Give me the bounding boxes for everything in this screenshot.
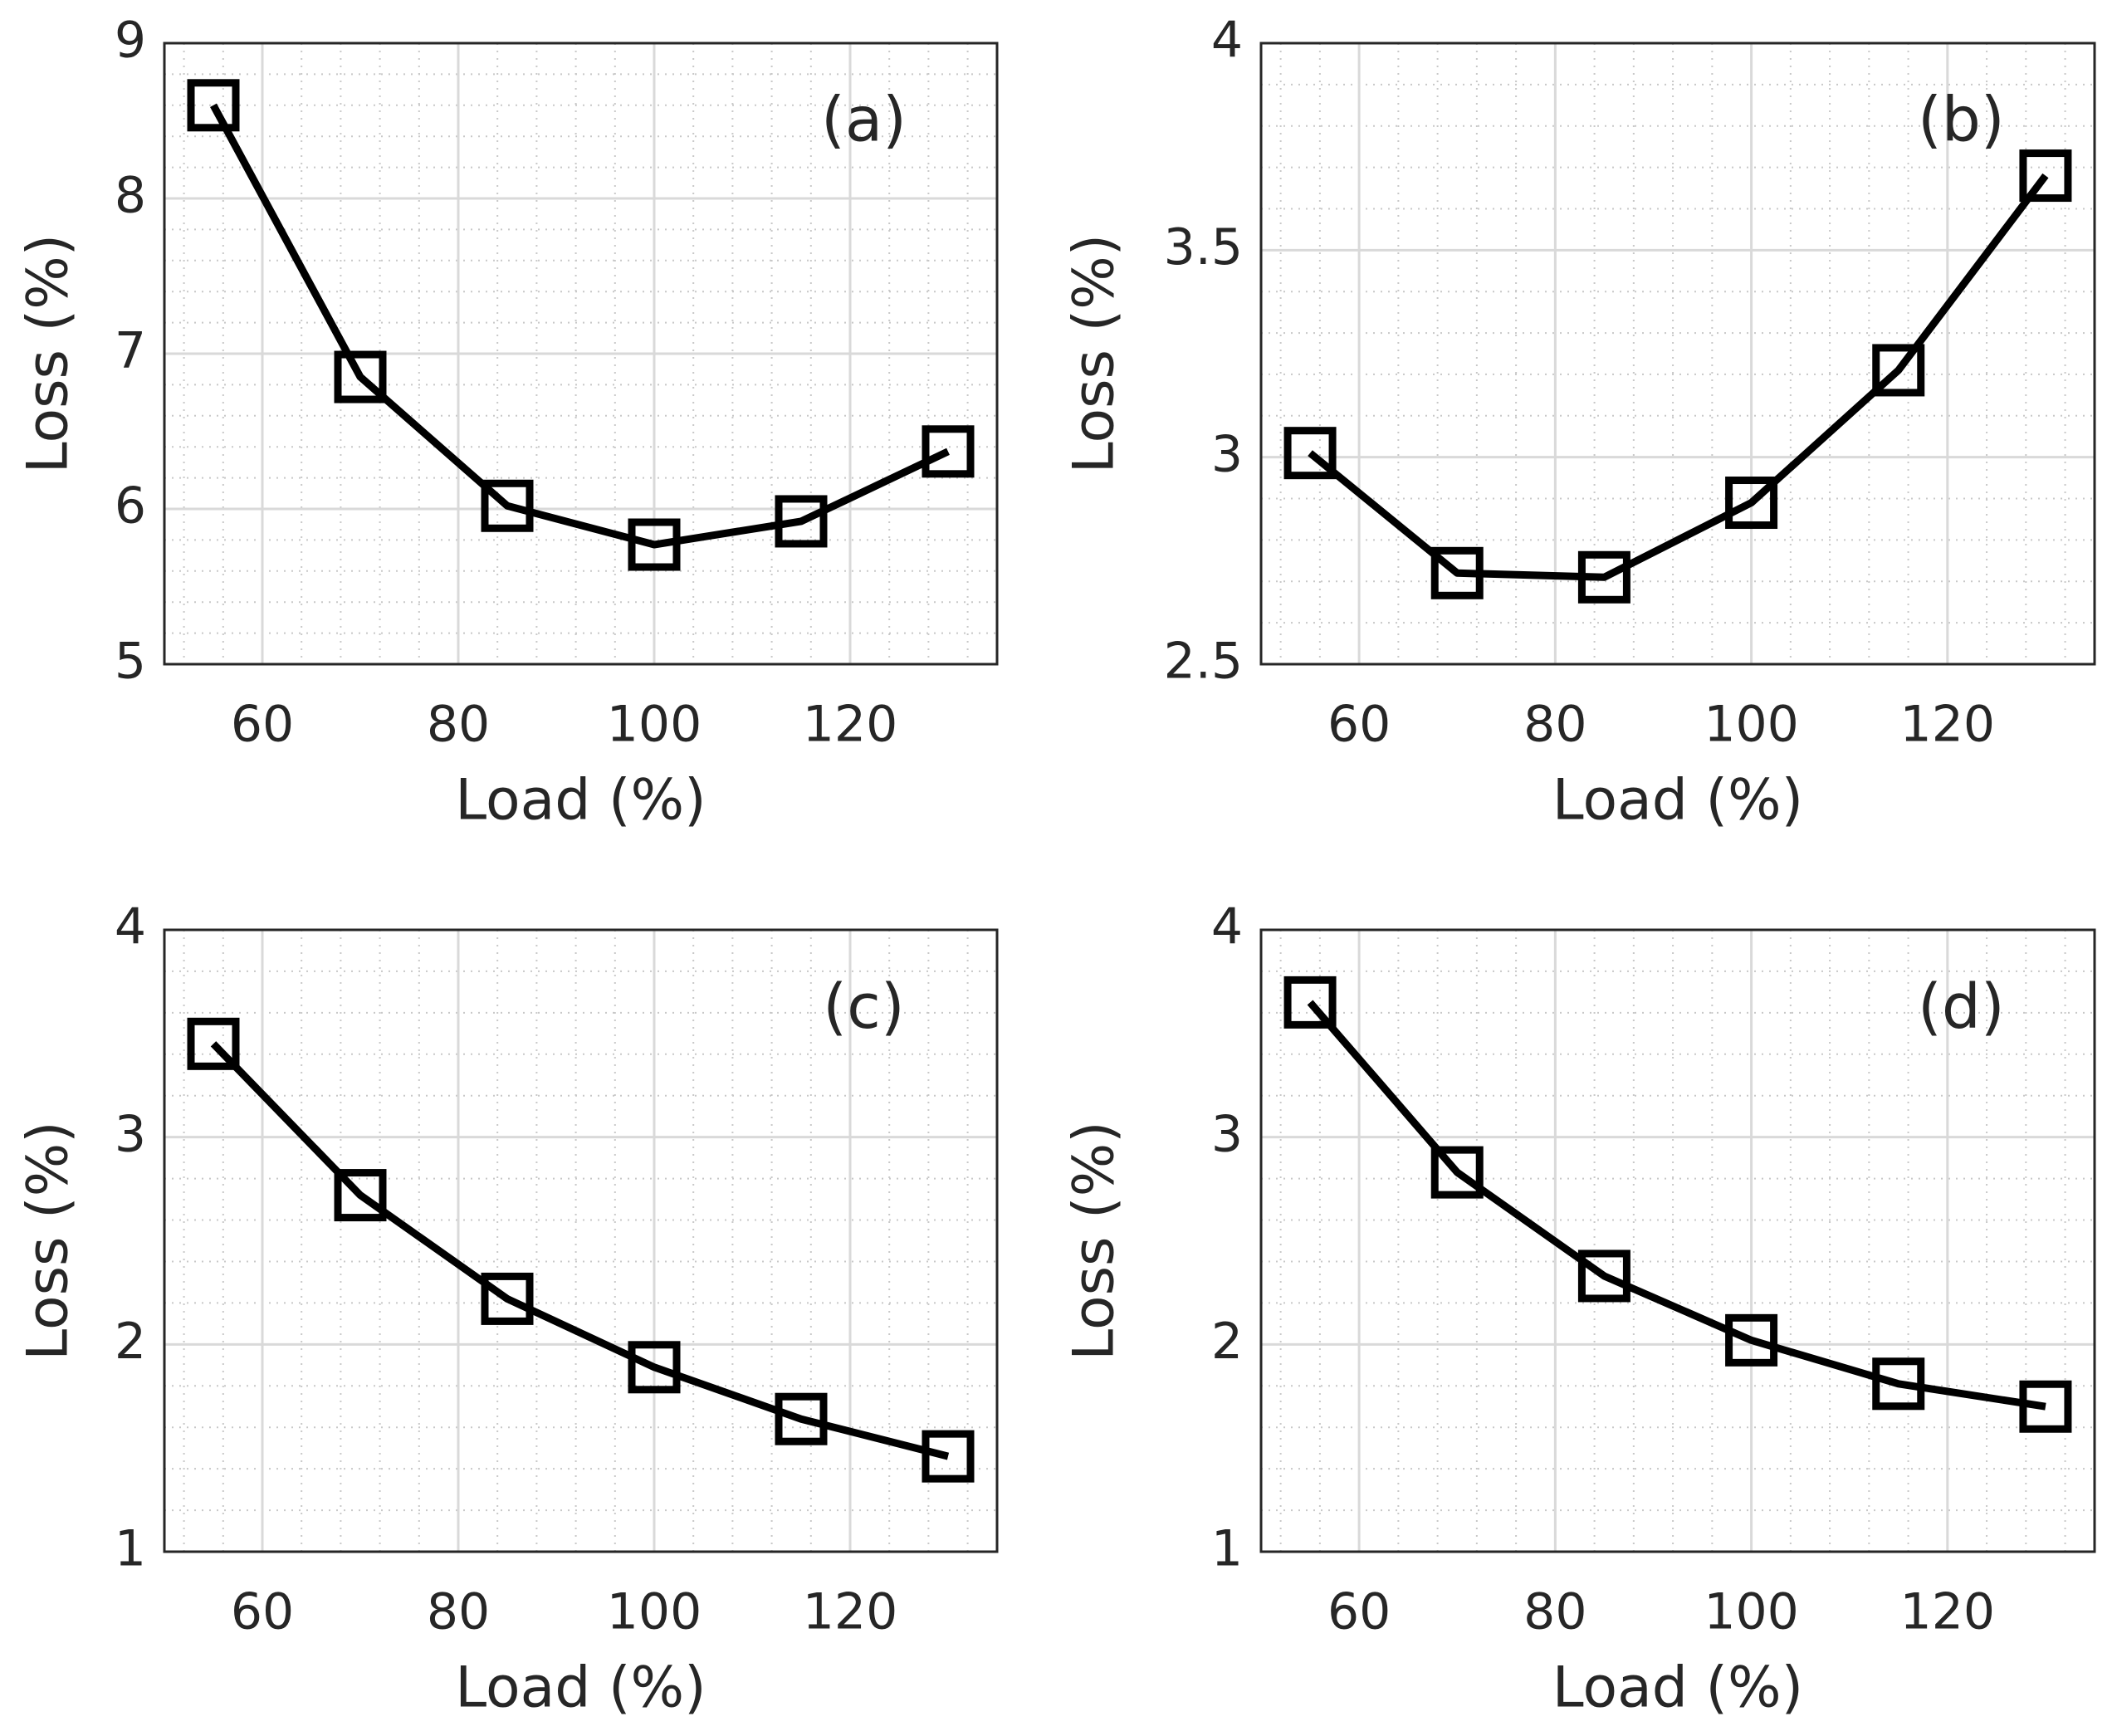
x-axis-label: Load (%) — [1552, 1655, 1803, 1721]
y-tick-label: 3 — [1211, 1105, 1243, 1163]
marker — [775, 495, 828, 548]
x-tick-label: 120 — [1900, 1583, 1996, 1641]
y-tick-label: 3.5 — [1164, 218, 1243, 276]
marker — [481, 479, 534, 532]
marker — [334, 1169, 387, 1222]
marker — [2019, 149, 2072, 203]
marker — [334, 350, 387, 403]
marker — [922, 1430, 975, 1483]
marker — [1577, 1249, 1630, 1303]
y-axis-label: Loss (%) — [1062, 1121, 1127, 1360]
y-tick-label: 3 — [1211, 425, 1243, 483]
marker — [481, 1272, 534, 1325]
x-tick-label: 60 — [1327, 696, 1391, 754]
annotation: (c) — [823, 971, 904, 1043]
y-tick-label: 4 — [1211, 898, 1243, 956]
y-tick-label: 3 — [115, 1105, 146, 1163]
marker — [628, 518, 681, 571]
marker — [1725, 477, 1778, 530]
y-tick-label: 4 — [1211, 12, 1243, 70]
x-tick-label: 80 — [427, 1583, 490, 1641]
x-tick-label: 100 — [1704, 696, 1799, 754]
plot-frame — [1259, 928, 2096, 1553]
annotation: (a) — [821, 85, 907, 156]
y-tick-label: 7 — [115, 322, 146, 380]
x-tick-label: 80 — [427, 696, 490, 754]
x-axis-label: Load (%) — [455, 768, 706, 834]
x-tick-label: 80 — [1523, 696, 1586, 754]
y-tick-label: 1 — [1211, 1520, 1243, 1578]
marker — [1577, 550, 1630, 604]
y-tick-label: 4 — [115, 898, 146, 956]
y-axis-label: Loss (%) — [16, 234, 81, 473]
y-tick-label: 2 — [115, 1313, 146, 1371]
marker — [1725, 1313, 1778, 1367]
marker — [775, 1392, 828, 1445]
x-tick-label: 120 — [803, 696, 898, 754]
marker — [187, 1017, 240, 1070]
y-axis-label: Loss (%) — [1062, 234, 1127, 473]
marker — [1283, 427, 1337, 480]
marker — [2019, 1380, 2072, 1433]
y-tick-label: 8 — [115, 167, 146, 225]
plot-frame — [1259, 42, 2096, 666]
x-tick-label: 80 — [1523, 1583, 1586, 1641]
plot-frame — [163, 928, 999, 1553]
marker — [187, 79, 240, 132]
y-tick-label: 2 — [1211, 1313, 1243, 1371]
x-tick-label: 100 — [607, 1583, 702, 1641]
y-axis-label: Loss (%) — [16, 1121, 81, 1360]
marker — [1283, 976, 1337, 1029]
x-tick-label: 120 — [803, 1583, 898, 1641]
y-tick-label: 5 — [115, 633, 146, 691]
x-tick-label: 100 — [1704, 1583, 1799, 1641]
marker — [628, 1341, 681, 1394]
marker — [1430, 1146, 1484, 1199]
x-tick-label: 60 — [231, 696, 294, 754]
y-tick-label: 9 — [115, 12, 146, 70]
marker — [1430, 546, 1484, 599]
plot-area — [1261, 930, 2095, 1552]
marker — [922, 425, 975, 478]
x-axis-label: Load (%) — [1552, 768, 1803, 834]
x-tick-label: 120 — [1900, 696, 1996, 754]
y-tick-label: 6 — [115, 477, 146, 535]
marker — [1872, 1357, 1925, 1411]
x-tick-label: 60 — [1327, 1583, 1391, 1641]
plot-frame — [163, 42, 999, 666]
annotation: (b) — [1918, 85, 2005, 156]
y-tick-label: 2.5 — [1164, 633, 1243, 691]
x-tick-label: 100 — [607, 696, 702, 754]
y-tick-label: 1 — [115, 1520, 146, 1578]
x-tick-label: 60 — [231, 1583, 294, 1641]
marker — [1872, 344, 1925, 397]
plot-area — [164, 930, 997, 1552]
annotation: (d) — [1918, 971, 2005, 1043]
plot-area — [1261, 43, 2095, 664]
x-axis-label: Load (%) — [455, 1655, 706, 1721]
